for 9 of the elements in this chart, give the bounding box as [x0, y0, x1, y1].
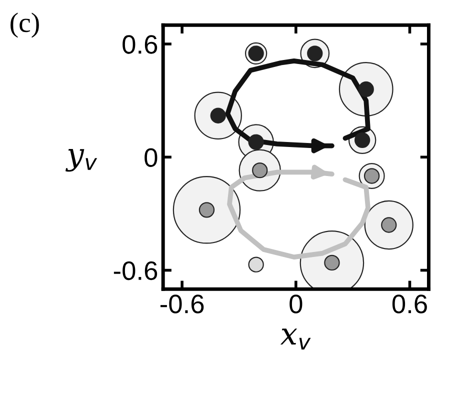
x-tick-label: 0 — [290, 294, 302, 314]
x-tick-label: 0.6 — [392, 294, 427, 314]
x-tick-label: -0.6 — [160, 294, 204, 314]
y-tick-label: 0 — [144, 148, 158, 167]
text: (c) — [10, 12, 39, 38]
y-axis-title: y$_{v}$ — [65, 148, 98, 172]
y-tick-label: -0.6 — [114, 261, 158, 280]
y-tick-label: 0.6 — [122, 35, 158, 54]
x-axis-title: x$_{v}$ — [280, 328, 311, 350]
